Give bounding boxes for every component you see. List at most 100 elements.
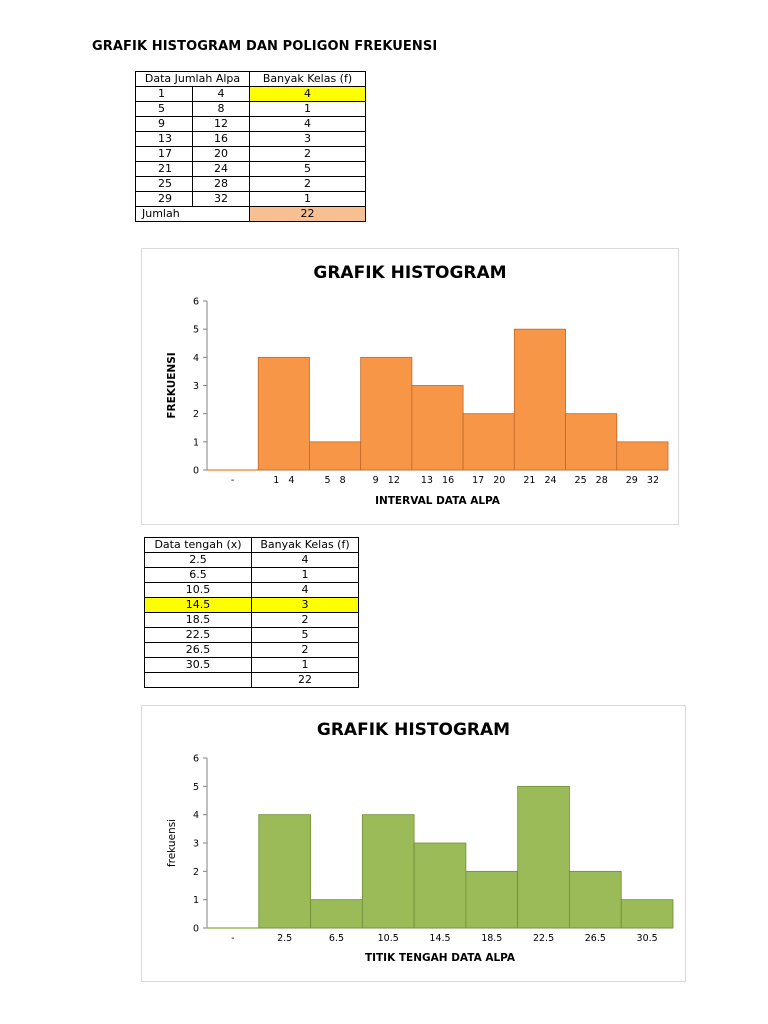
bar [361, 814, 415, 929]
x-tick-label: 17 20 [472, 475, 505, 486]
header-data-jumlah-alpa: Data Jumlah Alpa [135, 71, 250, 87]
interval-low-cell: 25 [135, 176, 193, 192]
frequency-cell: 1 [251, 567, 359, 583]
table-row: 10.5 4 [144, 582, 359, 598]
table-row: 14.5 3 [144, 597, 359, 613]
x-tick-label: 1 4 [273, 475, 294, 486]
total-label-cell: Jumlah [135, 206, 250, 222]
table-row: 21 24 5 [135, 161, 366, 177]
frequency-cell: 4 [251, 582, 359, 598]
x-tick-label: 6.5 [329, 933, 344, 944]
table-header-row: Data tengah (x) Banyak Kelas (f) [144, 537, 359, 553]
table-row: 22.5 5 [144, 627, 359, 643]
table-total-row: 22 [144, 672, 359, 688]
page-title: GRAFIK HISTOGRAM DAN POLIGON FREKUENSI [92, 39, 438, 54]
frequency-table-midpoints: Data tengah (x) Banyak Kelas (f) 2.5 4 6.5… [144, 537, 359, 688]
frequency-cell: 3 [251, 597, 359, 613]
histogram-interval-svg: GRAFIK HISTOGRAM 0 1 2 3 4 5 6 - 1 4 5 8 9 12 13 16 1… [166, 263, 669, 507]
table-row: 18.5 2 [144, 612, 359, 628]
interval-high-cell: 4 [192, 86, 250, 102]
x-tick-label: 25 28 [575, 475, 608, 486]
y-tick-label: 4 [193, 810, 199, 821]
x-tick-label: 21 24 [523, 475, 556, 486]
histogram-midpoint-chart: GRAFIK HISTOGRAM 0 1 2 3 4 5 6 - 2.5 6.5 10.5 14.5 18… [141, 705, 686, 982]
midpoint-cell: 14.5 [144, 597, 252, 613]
frequency-cell: 1 [249, 101, 366, 117]
midpoint-cell: 26.5 [144, 642, 252, 658]
interval-low-cell: 17 [135, 146, 193, 162]
y-tick-label: 0 [193, 466, 199, 477]
total-value-cell: 22 [251, 672, 359, 688]
midpoint-cell: 22.5 [144, 627, 252, 643]
midpoint-cell: 6.5 [144, 567, 252, 583]
bar [465, 870, 519, 929]
bar [513, 328, 566, 471]
y-tick-label: 1 [193, 895, 199, 906]
bar [565, 413, 618, 471]
x-tick-label: 5 8 [324, 475, 345, 486]
chart-title: GRAFIK HISTOGRAM [313, 263, 506, 283]
histogram-midpoint-svg: GRAFIK HISTOGRAM 0 1 2 3 4 5 6 - 2.5 6.5 10.5 14.5 18… [166, 720, 674, 964]
interval-high-cell: 12 [192, 116, 250, 132]
frequency-cell: 5 [251, 627, 359, 643]
bar [258, 814, 311, 929]
y-tick-label: 2 [193, 867, 199, 878]
frequency-cell: 2 [251, 642, 359, 658]
table-row: 17 20 2 [135, 146, 366, 162]
table-row: 9 12 4 [135, 116, 366, 132]
table-row: 2.5 4 [144, 552, 359, 568]
frequency-cell: 3 [249, 131, 366, 147]
frequency-cell: 2 [249, 146, 366, 162]
bar [309, 441, 362, 471]
x-tick-label: 9 12 [373, 475, 400, 486]
interval-low-cell: 9 [135, 116, 193, 132]
frequency-cell: 2 [251, 612, 359, 628]
interval-high-cell: 20 [192, 146, 250, 162]
y-tick-label: 5 [193, 782, 199, 793]
bar [360, 356, 413, 471]
y-axis-label: frekuensi [166, 819, 178, 867]
frequency-cell: 1 [251, 657, 359, 673]
frequency-cell: 4 [249, 86, 366, 102]
frequency-cell: 4 [249, 116, 366, 132]
frequency-cell: 1 [249, 191, 366, 207]
x-tick-label: 30.5 [637, 933, 658, 944]
bar [616, 441, 669, 471]
x-tick-label: 22.5 [533, 933, 554, 944]
bar [257, 356, 310, 471]
x-axis-label: INTERVAL DATA ALPA [375, 495, 501, 507]
midpoint-cell: 10.5 [144, 582, 252, 598]
interval-low-cell: 13 [135, 131, 193, 147]
x-tick-label: - [231, 933, 234, 944]
table-row: 26.5 2 [144, 642, 359, 658]
midpoint-cell: 2.5 [144, 552, 252, 568]
interval-high-cell: 28 [192, 176, 250, 192]
bar [517, 785, 570, 929]
interval-low-cell: 5 [135, 101, 193, 117]
x-tick-label: - [231, 475, 234, 486]
x-tick-label: 14.5 [429, 933, 450, 944]
bar [569, 870, 622, 929]
total-value-cell: 22 [249, 206, 366, 222]
empty-cell [144, 672, 252, 688]
y-tick-label: 3 [193, 381, 199, 392]
table-row: 30.5 1 [144, 657, 359, 673]
y-tick-label: 0 [193, 924, 199, 935]
bar [411, 385, 464, 471]
header-data-tengah: Data tengah (x) [144, 537, 252, 553]
table-row: 29 32 1 [135, 191, 366, 207]
header-banyak-kelas: Banyak Kelas (f) [251, 537, 359, 553]
frequency-cell: 2 [249, 176, 366, 192]
x-tick-label: 13 16 [421, 475, 454, 486]
table-row: 13 16 3 [135, 131, 366, 147]
interval-high-cell: 16 [192, 131, 250, 147]
midpoint-cell: 18.5 [144, 612, 252, 628]
table-row: 6.5 1 [144, 567, 359, 583]
bar [413, 842, 467, 929]
bar [310, 899, 363, 929]
header-banyak-kelas: Banyak Kelas (f) [249, 71, 366, 87]
x-tick-label: 26.5 [585, 933, 606, 944]
y-tick-label: 5 [193, 325, 199, 336]
